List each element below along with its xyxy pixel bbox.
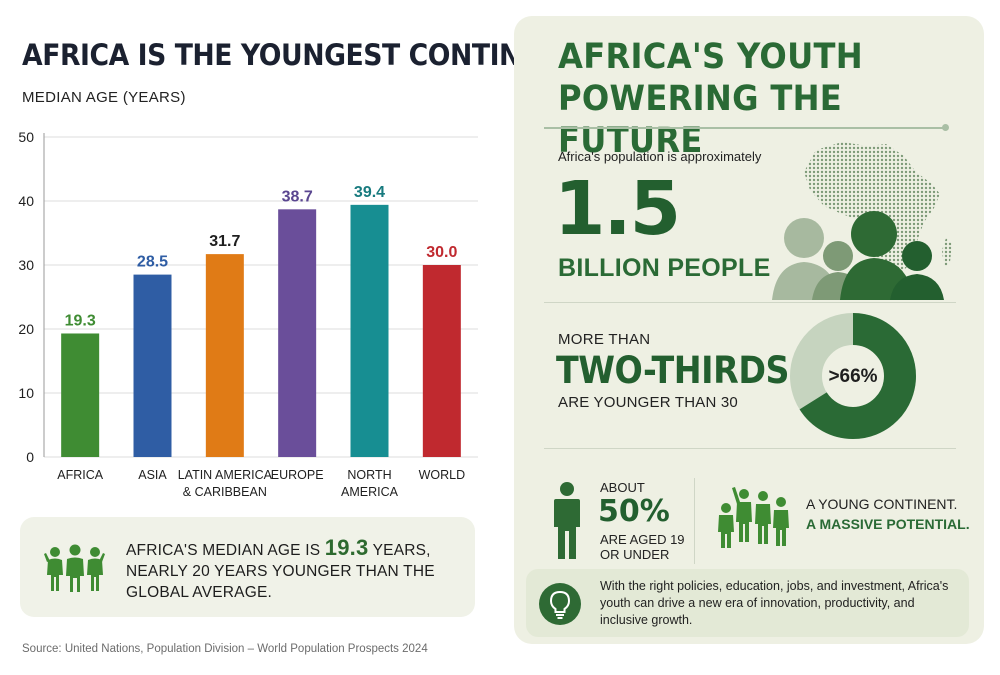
bar: [350, 204, 389, 457]
bar: [61, 333, 100, 457]
bar-value-label: 38.7: [282, 188, 313, 205]
y-tick-label: 40: [18, 193, 34, 209]
x-tick-label: AMERICA: [341, 485, 399, 499]
youth-share-donut: [790, 313, 916, 439]
y-tick-label: 10: [18, 385, 34, 401]
donut-label: >66%: [828, 366, 878, 387]
x-tick-label: EUROPE: [271, 468, 324, 482]
bar-value-label: 30.0: [426, 244, 457, 261]
y-tick-label: 30: [18, 257, 34, 273]
youth-group-icon: [718, 487, 789, 548]
population-intro: Africa's population is approximately: [558, 149, 762, 164]
left-panel: AFRICA IS THE YOUNGEST CONTINENT MEDIAN …: [18, 38, 578, 655]
y-tick-label: 50: [18, 129, 34, 145]
x-tick-label: AFRICA: [57, 468, 104, 482]
x-tick-label: LATIN AMERICA: [178, 468, 273, 482]
about-label: ABOUT: [600, 480, 645, 495]
bar-value-label: 28.5: [137, 254, 168, 271]
x-tick-label: NORTH: [347, 468, 391, 482]
x-tick-label: & CARIBBEAN: [183, 485, 267, 499]
title-rule-dot: [942, 124, 949, 131]
y-tick-label: 20: [18, 321, 34, 337]
lightbulb-icon: [539, 583, 581, 625]
policy-note-text: With the right policies, education, jobs…: [600, 579, 949, 627]
bar-value-label: 39.4: [354, 184, 385, 201]
x-tick-label: ASIA: [138, 468, 167, 482]
person-icon: [554, 482, 580, 559]
median-age-bar-chart: 0 10 20 30 40 50 19.3 AFRICA 28.5 ASIA 31.7 LATIN A…: [18, 129, 478, 499]
donut-fill-arc: [790, 313, 916, 439]
policy-note-box: With the right policies, education, jobs…: [526, 569, 969, 637]
chart-subtitle: MEDIAN AGE (YEARS): [22, 89, 186, 106]
bar: [205, 254, 244, 457]
family-silhouette-icon: [772, 211, 944, 300]
africa-map-icon: [772, 142, 952, 300]
bar: [278, 209, 317, 457]
two-thirds-headline: TWO-THIRDS: [556, 349, 790, 392]
bar-value-label: 31.7: [209, 233, 240, 250]
population-number: 1.5: [554, 166, 681, 252]
younger-than-30-label: ARE YOUNGER THAN 30: [558, 394, 738, 411]
massive-potential-label: A MASSIVE POTENTIAL.: [806, 516, 970, 532]
fifty-percent-value: 50%: [598, 494, 670, 529]
divider-2: [544, 448, 956, 449]
callout-text: AFRICA'S MEDIAN AGE IS 19.3 YEARS, NEARLY…: [126, 535, 435, 602]
bar: [422, 265, 461, 457]
more-than-label: MORE THAN: [558, 331, 651, 348]
x-tick-label: WORLD: [419, 468, 466, 482]
median-age-callout: AFRICA'S MEDIAN AGE IS 19.3 YEARS, NEARLY…: [20, 517, 475, 617]
panel-title: AFRICA'S YOUTH POWERING THE FUTURE: [558, 37, 863, 161]
bar: [133, 274, 172, 457]
title-rule: [544, 127, 946, 129]
y-tick-label: 0: [26, 449, 34, 465]
population-unit: BILLION PEOPLE: [558, 254, 771, 282]
bar-value-label: 19.3: [65, 312, 96, 329]
vertical-divider: [694, 478, 695, 564]
youth-panel: AFRICA'S YOUTH POWERING THE FUTURE Afric…: [514, 16, 984, 644]
chart-title: AFRICA IS THE YOUNGEST CONTINENT: [22, 38, 579, 72]
callout-highlight: 19.3: [324, 535, 369, 560]
source-note: Source: United Nations, Population Divis…: [22, 643, 428, 655]
aged-19-label: ARE AGED 19 OR UNDER: [600, 532, 685, 562]
children-group-icon: [44, 544, 105, 592]
divider-1: [544, 302, 956, 303]
young-continent-label: A YOUNG CONTINENT.: [806, 496, 958, 512]
